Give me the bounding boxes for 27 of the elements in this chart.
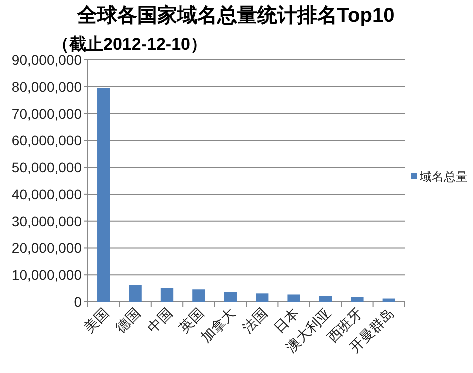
bar (98, 88, 110, 302)
bar (160, 288, 174, 302)
bar (129, 285, 142, 302)
y-tick-label: 0 (74, 294, 82, 310)
x-tick-label: 美国 (80, 304, 112, 336)
bar (256, 294, 269, 302)
bar (224, 292, 237, 302)
x-tick-label: 德国 (112, 304, 144, 336)
y-tick-label: 80,000,000 (12, 78, 82, 95)
legend: 域名总量 (411, 170, 468, 184)
x-tick-label: 法国 (239, 304, 270, 336)
y-tick-label: 90,000,000 (12, 52, 82, 68)
y-tick-label: 60,000,000 (12, 132, 82, 149)
y-tick-label: 30,000,000 (12, 213, 82, 230)
bar (351, 297, 364, 302)
y-tick-label: 20,000,000 (12, 240, 82, 256)
title: 全球各国家域名总量统计排名Top10 (77, 5, 395, 27)
y-tick-label: 50,000,000 (12, 160, 82, 176)
bar (288, 294, 300, 302)
y-tick-label: 10,000,000 (12, 267, 82, 284)
bar (192, 290, 206, 302)
y-tick-label: 70,000,000 (12, 106, 82, 122)
x-tick-label: 中国 (144, 304, 176, 336)
subtitle: （截止2012-12-10） (52, 35, 208, 54)
y-tick-label: 40,000,000 (12, 186, 82, 202)
bar (319, 296, 332, 302)
bar (382, 298, 396, 302)
